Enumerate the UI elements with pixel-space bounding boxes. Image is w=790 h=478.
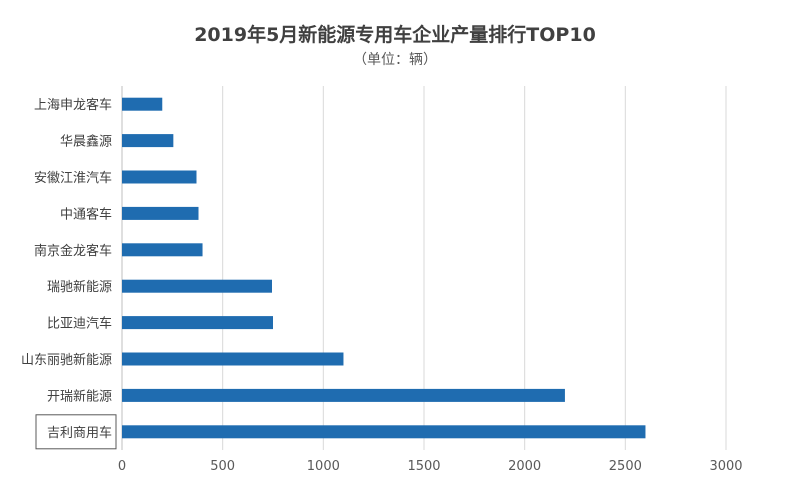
bar [122, 352, 344, 366]
bar [122, 388, 565, 402]
bar [122, 316, 273, 330]
x-tick-label: 500 [210, 459, 235, 474]
category-label: 山东丽驰新能源 [21, 352, 112, 368]
category-label: 吉利商用车 [47, 425, 112, 441]
bar [122, 243, 203, 257]
x-tick-label: 2000 [508, 459, 541, 474]
category-label: 开瑞新能源 [47, 388, 112, 404]
x-tick-label: 3000 [709, 459, 742, 474]
category-label: 比亚迪汽车 [47, 316, 112, 332]
bar [122, 170, 197, 184]
bar [122, 97, 163, 111]
category-label: 华晨鑫源 [60, 134, 112, 150]
category-label: 南京金龙客车 [34, 243, 112, 259]
x-tick-label: 1500 [407, 459, 440, 474]
bar [122, 279, 272, 293]
bar [122, 134, 174, 148]
chart-title: 2019年5月新能源专用车企业产量排行TOP10 [194, 24, 596, 46]
x-tick-label: 0 [118, 459, 126, 474]
bar [122, 425, 646, 439]
category-label: 上海申龙客车 [34, 97, 112, 113]
highlight-box [35, 414, 117, 450]
category-label: 安徽江淮汽车 [34, 170, 112, 186]
category-label: 瑞驰新能源 [47, 279, 112, 295]
x-tick-label: 2500 [609, 459, 642, 474]
category-label: 中通客车 [60, 206, 112, 222]
bar [122, 206, 199, 220]
x-tick-label: 1000 [307, 459, 340, 474]
chart-subtitle: （单位：辆） [353, 52, 437, 68]
